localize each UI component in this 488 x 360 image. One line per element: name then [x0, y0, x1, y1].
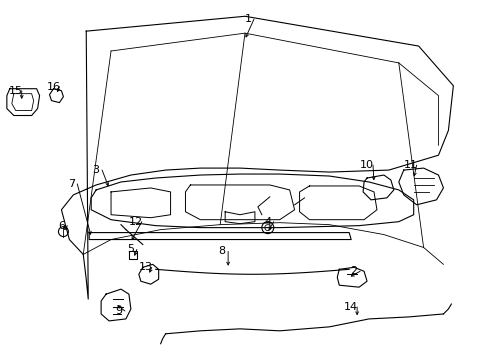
Text: 10: 10: [359, 160, 373, 170]
Text: 12: 12: [128, 217, 142, 227]
Text: 3: 3: [92, 165, 100, 175]
Text: 16: 16: [46, 82, 61, 92]
Text: 13: 13: [139, 262, 152, 272]
Text: 1: 1: [244, 14, 251, 24]
Text: 11: 11: [403, 160, 417, 170]
Bar: [129, 251, 137, 260]
Text: 2: 2: [350, 266, 357, 276]
Text: 6: 6: [58, 221, 65, 231]
Text: 8: 8: [218, 247, 225, 256]
Text: 15: 15: [9, 86, 23, 96]
Text: 7: 7: [68, 179, 75, 189]
Text: 14: 14: [344, 302, 358, 312]
Text: 4: 4: [264, 217, 271, 227]
Text: 9: 9: [115, 306, 122, 316]
Text: 5: 5: [127, 244, 134, 255]
